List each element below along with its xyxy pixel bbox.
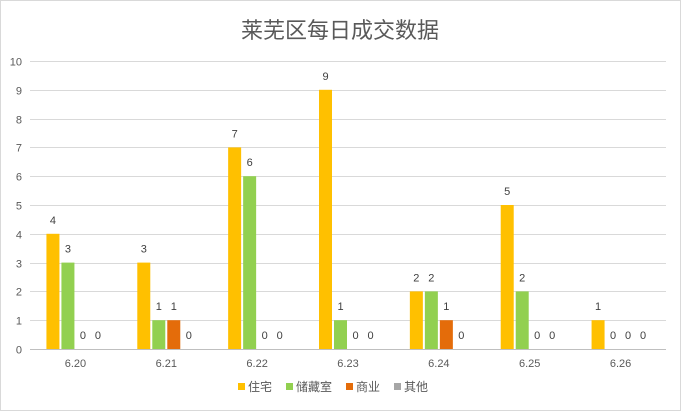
data-label: 0 <box>625 330 631 342</box>
data-label: 0 <box>549 330 555 342</box>
y-tick-label: 4 <box>16 230 22 242</box>
bar <box>424 291 438 349</box>
x-tick-label: 6.24 <box>428 358 449 370</box>
chart-title: 莱芜区每日成交数据 <box>241 19 439 44</box>
legend-swatch <box>346 383 353 390</box>
y-tick-label: 8 <box>16 115 22 127</box>
x-tick-label: 6.23 <box>337 358 358 370</box>
y-tick-label: 6 <box>16 172 22 184</box>
x-tick-label: 6.22 <box>246 358 267 370</box>
x-tick-label: 6.20 <box>65 358 86 370</box>
bar <box>137 262 151 349</box>
y-tick-label: 7 <box>16 143 22 155</box>
data-label: 1 <box>337 301 343 313</box>
bar <box>334 320 347 349</box>
y-tick-label: 2 <box>16 287 22 299</box>
data-label: 0 <box>352 330 358 342</box>
data-label: 6 <box>247 157 253 169</box>
bar <box>167 320 181 349</box>
data-label: 0 <box>458 330 464 342</box>
legend-swatch <box>238 383 245 390</box>
bar <box>439 320 453 349</box>
data-label: 0 <box>262 330 268 342</box>
data-label: 0 <box>277 330 283 342</box>
data-label: 1 <box>171 301 177 313</box>
legend-label: 住宅 <box>248 379 272 394</box>
data-label: 7 <box>232 128 238 140</box>
bar <box>591 320 605 349</box>
y-tick-label: 9 <box>16 86 22 98</box>
data-label: 1 <box>443 301 449 313</box>
y-tick-label: 3 <box>16 259 22 271</box>
bar <box>61 262 75 349</box>
bar <box>500 205 514 349</box>
bar <box>228 147 242 349</box>
legend-label: 储藏室 <box>296 379 332 394</box>
data-label: 2 <box>519 272 525 284</box>
data-label: 3 <box>65 244 71 256</box>
legend-swatch <box>286 383 293 390</box>
data-label: 0 <box>80 330 86 342</box>
data-label: 5 <box>504 186 510 198</box>
data-label: 1 <box>156 301 162 313</box>
x-axis-ticks: 6.20 6.21 6.22 6.23 6.24 6.25 6.26 <box>65 358 632 370</box>
bar <box>46 233 60 349</box>
data-label: 2 <box>413 272 419 284</box>
bars <box>46 89 605 350</box>
legend-label: 商业 <box>356 379 380 394</box>
legend-label: 其他 <box>404 380 428 394</box>
x-tick-label: 6.25 <box>519 358 540 370</box>
data-label: 0 <box>534 330 540 342</box>
y-tick-label: 10 <box>10 57 22 69</box>
y-tick-label: 5 <box>16 201 22 213</box>
data-label: 0 <box>367 330 373 342</box>
data-label: 1 <box>595 301 601 313</box>
gridlines <box>30 61 666 350</box>
data-label: 0 <box>95 330 101 342</box>
data-label: 0 <box>640 330 646 342</box>
legend-swatch <box>394 383 401 390</box>
bar <box>243 176 257 349</box>
y-axis-ticks: 0 1 2 3 4 5 6 7 8 9 10 <box>10 57 22 357</box>
data-label: 0 <box>186 330 192 342</box>
bar <box>319 89 332 350</box>
x-tick-label: 6.21 <box>156 358 177 370</box>
legend: 住宅 储藏室 商业 其他 <box>238 379 428 394</box>
x-tick-label: 6.26 <box>610 358 631 370</box>
data-label: 3 <box>141 244 147 256</box>
bar <box>515 291 529 349</box>
bar <box>409 291 423 349</box>
bar <box>152 320 166 349</box>
data-label: 4 <box>50 215 56 227</box>
data-label: 9 <box>322 71 328 83</box>
y-tick-label: 0 <box>16 345 22 357</box>
y-tick-label: 1 <box>16 316 22 328</box>
data-label: 0 <box>610 330 616 342</box>
data-label: 2 <box>428 272 434 284</box>
